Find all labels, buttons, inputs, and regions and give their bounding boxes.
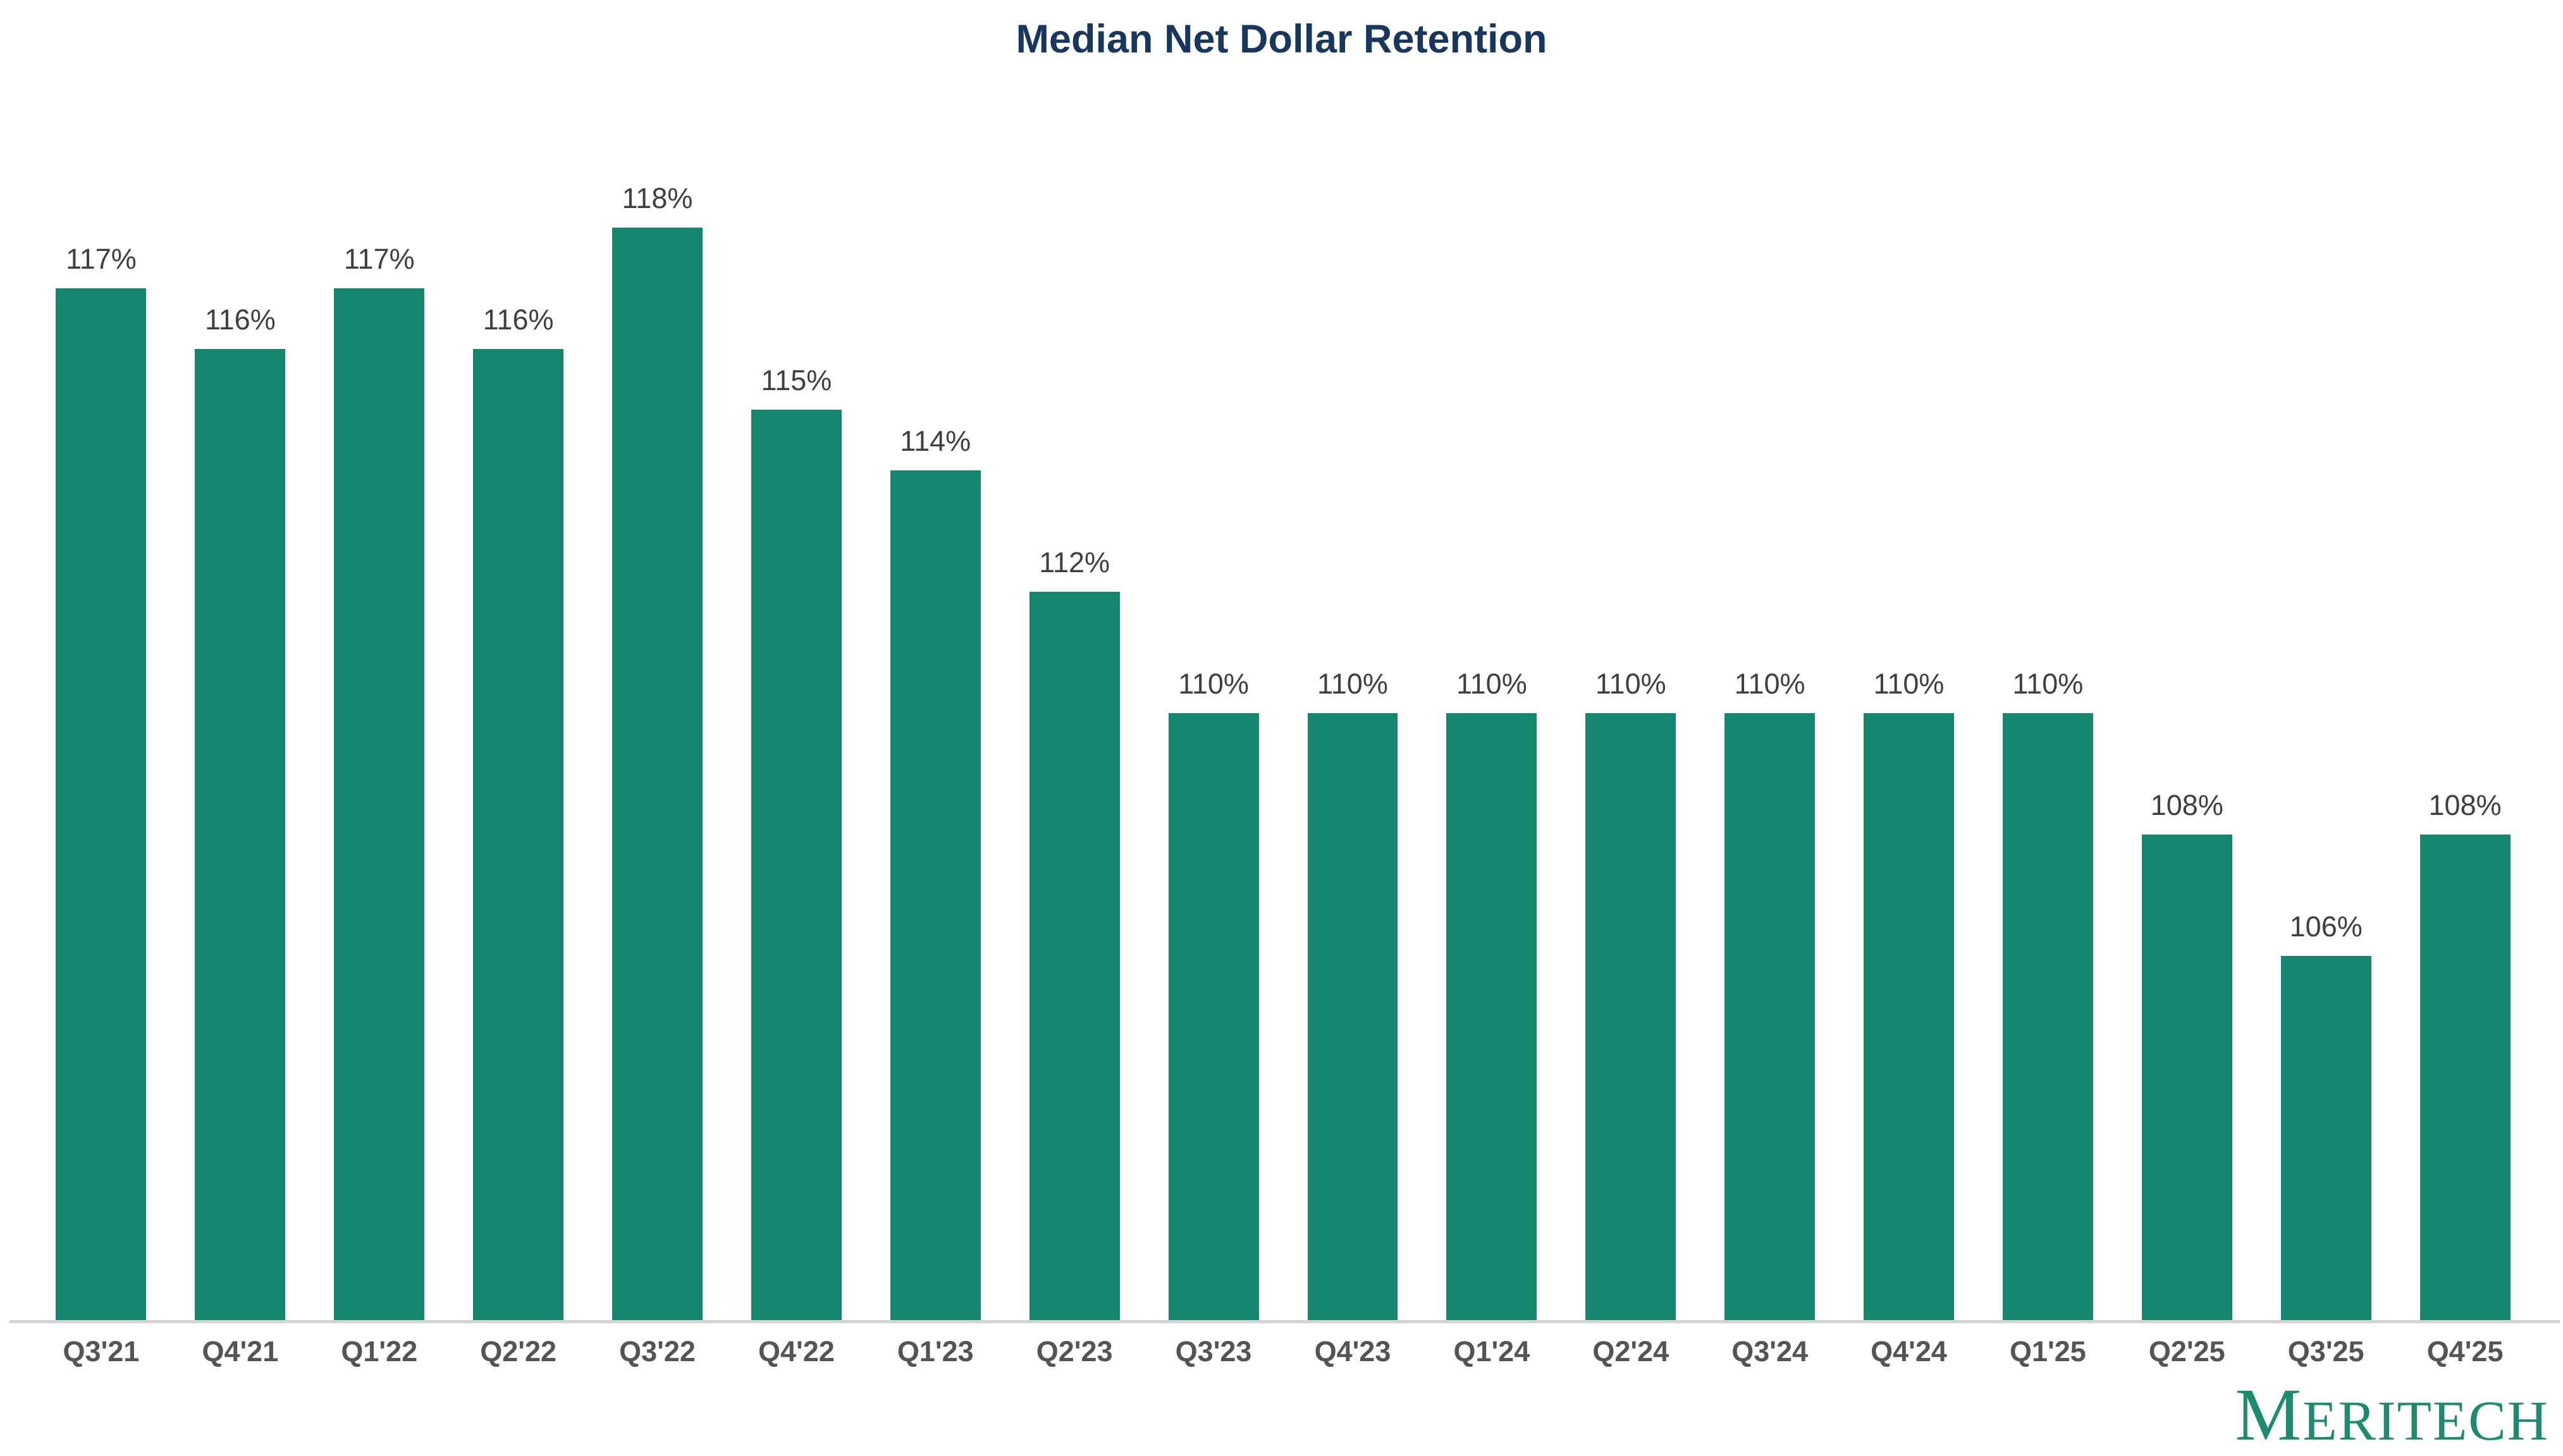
x-axis-label: Q4'24 [1871,1335,1947,1367]
bar-column: 110% [1978,0,2117,1320]
x-axis-label: Q4'23 [1314,1335,1391,1367]
chart-title: Median Net Dollar Retention [1016,17,1547,61]
bar-value-label: 110% [2012,668,2084,700]
bar-value-label: 110% [1456,668,1527,700]
bar [56,288,147,1320]
meritech-logo-rest: ERITECH [2302,1390,2549,1452]
x-axis-label: Q4'25 [2426,1335,2504,1367]
bar-column: 117% [310,0,449,1320]
bar-value-label: 115% [761,364,832,396]
bar-value-label: 110% [1734,668,1805,700]
bar-value-label: 117% [66,243,137,275]
bar-value-label: 110% [1178,668,1249,700]
bar-column: 110% [1422,0,1561,1320]
bar-column: 110% [1840,0,1979,1320]
x-axis-label: Q3'22 [619,1335,696,1367]
x-axis-label: Q2'25 [2148,1335,2225,1367]
bar-value-label: 108% [2428,789,2502,821]
bar-value-label: 118% [622,182,693,214]
bar-column: 110% [1283,0,1422,1320]
bar-value-label: 108% [2150,789,2223,821]
x-axis-label: Q1'25 [2010,1335,2086,1367]
bar-column: 112% [1005,0,1144,1320]
x-axis-label: Q3'25 [2287,1335,2364,1367]
x-axis-label: Q4'22 [758,1335,835,1367]
bar-value-label: 110% [1317,668,1388,700]
bar-column: 117% [32,0,171,1320]
x-axis-label: Q3'23 [1175,1335,1252,1367]
bar-column: 116% [449,0,588,1320]
bar [1168,713,1259,1320]
bar-column: 110% [1561,0,1700,1320]
bar-column: 106% [2256,0,2395,1320]
bar-chart-plot-area: 117% 116% 117% 116% 118% 115% 114% 112% 110% 110%… [32,0,2535,1320]
bar [1585,713,1676,1320]
bar [1724,713,1816,1320]
bar-value-label: 114% [900,425,971,457]
bar [334,288,425,1320]
bar-value-label: 117% [343,243,415,275]
bar-column: 110% [1700,0,1840,1320]
bar-column: 116% [171,0,310,1320]
bar [890,470,981,1320]
x-axis-label: Q3'21 [63,1335,140,1367]
x-axis-label: Q2'22 [480,1335,557,1367]
x-axis-label: Q2'23 [1036,1335,1113,1367]
bar [473,349,564,1320]
x-axis-label: Q1'24 [1453,1335,1530,1367]
x-axis-label: Q4'21 [202,1335,279,1367]
x-axis-labels: Q3'21 Q4'21 Q1'22 Q2'22 Q3'22 Q4'22 Q1'23 Q2'23… [32,1335,2535,1368]
bar [751,410,842,1320]
meritech-logo: MERITECH [2235,1378,2549,1452]
bar-column: 108% [2117,0,2256,1320]
x-axis-label: Q2'24 [1592,1335,1669,1367]
bar-value-label: 116% [482,303,554,336]
bar [2419,835,2511,1320]
bar-column: 110% [1144,0,1283,1320]
bar-value-label: 110% [1873,668,1945,700]
bar [2002,713,2093,1320]
meritech-logo-first-letter: M [2235,1373,2303,1456]
bar [2141,835,2232,1320]
bar [1864,713,1954,1320]
bar [1029,592,1120,1320]
bar-column: 118% [588,0,727,1320]
bar-value-label: 110% [1595,668,1666,700]
bar [195,349,286,1320]
x-axis-label: Q3'24 [1731,1335,1809,1367]
bar [1307,713,1398,1320]
x-axis-label: Q1'23 [897,1335,974,1367]
bar-value-label: 106% [2289,910,2363,943]
bar [612,228,703,1320]
bar [2280,956,2371,1320]
bar-column: 114% [866,0,1005,1320]
bar-column: 108% [2395,0,2535,1320]
x-axis-line [9,1320,2560,1323]
bar-column: 115% [727,0,866,1320]
bar-value-label: 112% [1039,546,1110,578]
bar [1446,713,1537,1320]
x-axis-label: Q1'22 [341,1335,418,1367]
bar-value-label: 116% [204,303,276,336]
